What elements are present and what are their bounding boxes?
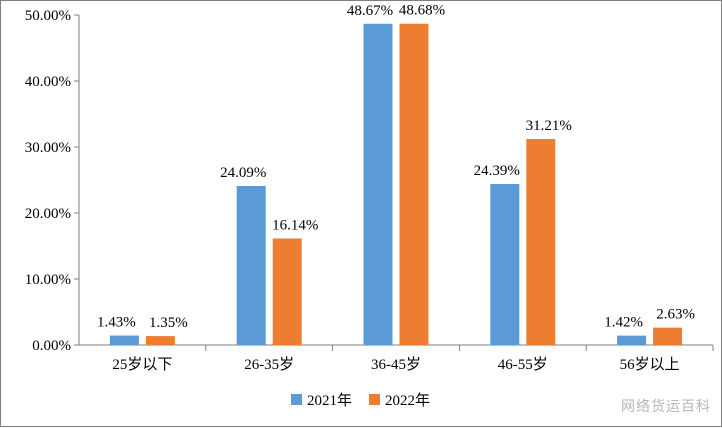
data-labels: 1.43% 1.35% 24.09% 16.14% 48.67% 48.68% 24.39%…	[97, 3, 695, 331]
bar-series-2	[272, 238, 302, 345]
data-label: 2.63%	[656, 307, 695, 323]
data-label: 48.68%	[399, 3, 445, 19]
y-tick-label: 10.00%	[25, 272, 71, 288]
bar-series-1	[617, 335, 647, 345]
data-label: 31.21%	[526, 118, 572, 134]
data-label: 24.09%	[220, 165, 266, 181]
axes: 0.00% 10.00% 20.00% 30.00% 40.00% 50.00% 25岁以下…	[25, 8, 714, 373]
legend-swatch	[369, 394, 380, 405]
bar-series-2	[653, 327, 683, 345]
data-label: 1.42%	[604, 315, 643, 331]
bar-series-2	[526, 139, 556, 345]
x-category-label: 56岁以上	[620, 356, 680, 373]
bar-series-1	[490, 184, 520, 345]
bar-series-1	[363, 23, 393, 345]
bar-series-2	[145, 336, 175, 345]
data-label: 48.67%	[347, 3, 393, 19]
bar-series-1	[109, 335, 139, 345]
x-category-label: 25岁以下	[112, 356, 172, 373]
watermark-text: 网络货运百科	[621, 399, 711, 415]
data-label: 1.35%	[149, 315, 188, 331]
bar-series-1	[236, 186, 266, 345]
bars	[109, 23, 683, 345]
y-tick-label: 50.00%	[25, 8, 71, 24]
legend-label: 2022年	[385, 392, 430, 409]
legend-label: 2021年	[307, 392, 352, 409]
data-label: 24.39%	[474, 163, 520, 179]
bar-series-2	[399, 23, 429, 345]
x-category-label: 26-35岁	[244, 356, 294, 373]
legend-swatch	[291, 394, 302, 405]
y-tick-label: 40.00%	[25, 74, 71, 90]
x-category-label: 36-45岁	[371, 356, 421, 373]
data-label: 1.43%	[97, 315, 136, 331]
y-tick-label: 0.00%	[32, 338, 71, 354]
data-label: 16.14%	[272, 217, 318, 233]
y-tick-label: 30.00%	[25, 140, 71, 156]
y-tick-label: 20.00%	[25, 206, 71, 222]
x-category-label: 46-55岁	[498, 356, 548, 373]
legend: 2021年 2022年	[291, 392, 430, 409]
